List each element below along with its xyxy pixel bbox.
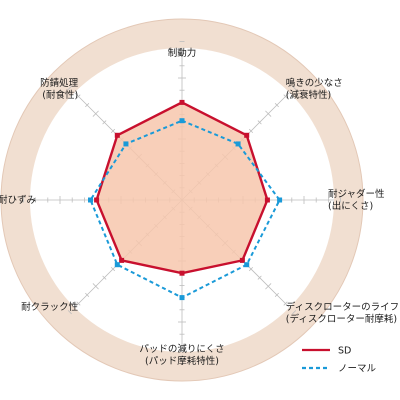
- axis-tick: [274, 292, 279, 297]
- axis-tick: [67, 310, 72, 315]
- axis-label-0-0: 制動力: [168, 47, 197, 59]
- axis-label-2-1: (出にくさ): [328, 200, 373, 212]
- axis-tick: [257, 275, 262, 280]
- axis-tick: [102, 275, 107, 280]
- series-point-1: [179, 295, 185, 301]
- axis-tick: [274, 103, 279, 108]
- axis-tick: [292, 310, 297, 315]
- axis-tick: [248, 128, 254, 134]
- axis-tick: [283, 301, 288, 306]
- series-point-1: [88, 197, 93, 203]
- axis-label-7-1: (耐食性): [42, 89, 78, 101]
- series-point-1: [123, 141, 129, 147]
- axis-label-1-1: (減衰特性): [286, 89, 331, 101]
- axis-tick: [67, 85, 72, 90]
- axis-label-6-0: 耐ひずみ: [0, 194, 36, 206]
- axis-label-4-0: パッドの減りにくさ: [139, 343, 224, 355]
- series-point-1: [114, 262, 120, 268]
- series-point-0: [244, 132, 250, 138]
- axis-tick: [265, 283, 272, 290]
- axis-label-5-0: 耐クラック性: [21, 301, 79, 313]
- axis-tick: [110, 128, 116, 134]
- axis-label-3-1: (ディスクローター耐摩耗): [286, 313, 397, 325]
- axis-tick: [257, 120, 262, 125]
- axis-tick: [76, 94, 81, 99]
- series-point-0: [114, 132, 120, 138]
- axis-label-4-1: (パッド摩耗特性): [145, 355, 219, 367]
- series-point-1: [235, 141, 241, 147]
- axis-tick: [92, 110, 99, 117]
- axis-tick: [102, 120, 107, 125]
- series-point-0: [239, 257, 245, 263]
- series-point-1: [179, 118, 185, 124]
- series-point-0: [94, 197, 100, 203]
- axis-label-3-0: ディスクローターのライフ: [286, 301, 399, 313]
- axis-tick: [85, 292, 90, 297]
- axis-tick: [265, 110, 272, 117]
- axis-label-7-0: 防錆処理: [40, 77, 79, 89]
- series-point-0: [119, 257, 125, 263]
- axis-tick: [248, 266, 254, 272]
- series-point-1: [244, 262, 250, 268]
- axis-tick: [292, 85, 297, 90]
- axis-label-1-0: 鳴きの少なさ: [286, 77, 343, 89]
- series-point-0: [179, 99, 185, 105]
- legend-label-1: ノーマル: [338, 364, 377, 375]
- series-point-0: [264, 197, 270, 203]
- legend-label-0: SD: [338, 346, 351, 357]
- axis-tick: [76, 301, 81, 306]
- axis-tick: [110, 266, 116, 272]
- series-point-0: [179, 270, 185, 276]
- axis-label-2-0: 耐ジャダー性: [328, 188, 385, 200]
- axis-tick: [92, 283, 99, 290]
- axis-tick: [283, 94, 288, 99]
- series-point-1: [277, 197, 283, 203]
- axis-tick: [85, 103, 90, 108]
